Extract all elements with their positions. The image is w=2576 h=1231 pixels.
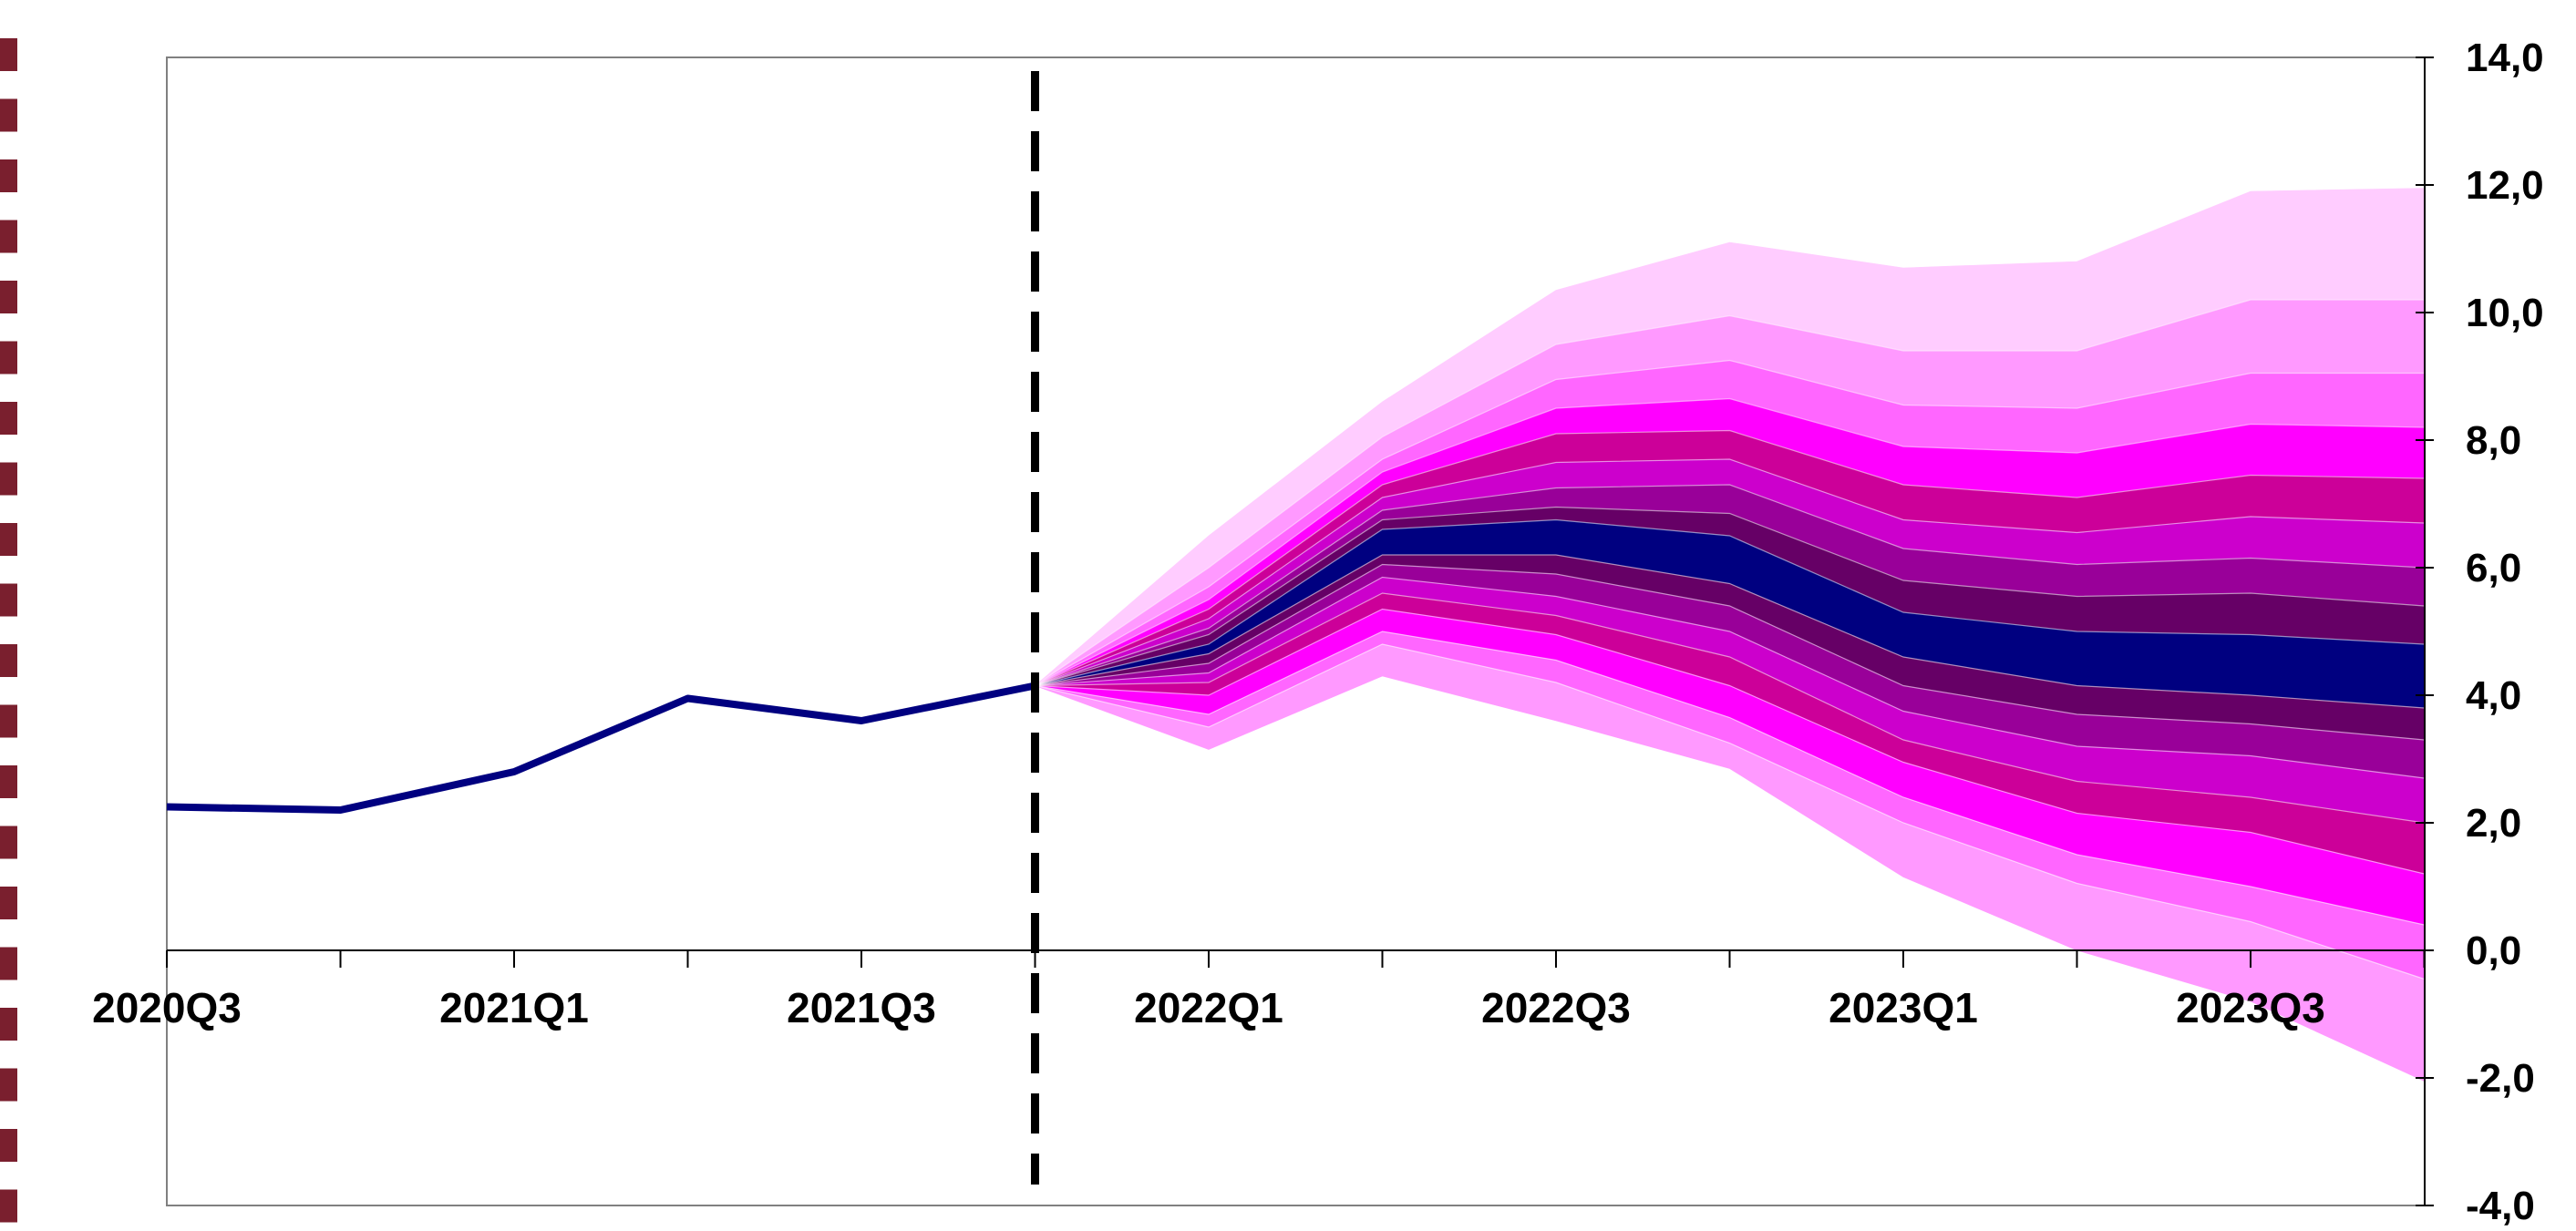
- y-tick-label: 8,0: [2466, 418, 2521, 463]
- decor-block: [0, 38, 17, 71]
- y-axis-ticks: [2416, 56, 2434, 1206]
- decor-block: [0, 341, 17, 374]
- decor-block: [0, 98, 17, 132]
- decor-block: [0, 523, 17, 556]
- x-tick-label: 2020Q3: [92, 984, 242, 1031]
- y-tick-label: -2,0: [2466, 1056, 2535, 1101]
- fan-band-separator: [1035, 484, 2425, 687]
- y-tick-label: 12,0: [2466, 163, 2544, 208]
- fan-band-separator: [1035, 359, 2425, 687]
- x-tick-label: 2022Q3: [1481, 984, 1631, 1031]
- fan-band-separator: [1035, 563, 2425, 741]
- decor-block: [0, 1189, 17, 1223]
- y-tick-label: 2,0: [2466, 801, 2521, 846]
- x-axis-tick-labels: 2020Q3 2021Q1 2021Q3 2022Q1 2022Q3 2023Q1 2023…: [92, 984, 2325, 1031]
- decor-block: [0, 1129, 17, 1162]
- fan-band-separator: [1035, 643, 2425, 980]
- decor-block: [0, 826, 17, 859]
- decor-block: [0, 765, 17, 798]
- left-decorative-strip: [0, 38, 17, 1223]
- y-tick-label: 4,0: [2466, 673, 2521, 718]
- fan-band-separator: [1035, 397, 2425, 687]
- x-tick-label: 2023Q1: [1829, 984, 1978, 1031]
- fan-band-separator: [1035, 518, 2425, 687]
- x-tick-label: 2021Q1: [439, 984, 589, 1031]
- fan-band-separator: [1035, 299, 2425, 686]
- y-tick-label: 0,0: [2466, 928, 2521, 973]
- decor-block: [0, 947, 17, 980]
- decor-block: [0, 887, 17, 919]
- fan-band-separator: [1035, 429, 2425, 687]
- decor-block: [0, 281, 17, 313]
- fan-band-separator: [1035, 506, 2425, 687]
- x-tick-label: 2023Q3: [2176, 984, 2325, 1031]
- decor-block: [0, 704, 17, 738]
- decor-block: [0, 402, 17, 435]
- y-axis-tick-labels: 14,0 12,0 10,0 8,0 6,0 4,0 2,0 0,0 -2,0 -4,0: [2466, 36, 2544, 1228]
- decor-block: [0, 1008, 17, 1041]
- decor-block: [0, 220, 17, 253]
- fan-band-separator: [1035, 554, 2425, 709]
- decor-block: [0, 583, 17, 617]
- decor-block: [0, 462, 17, 496]
- fan-band-separator: [1035, 608, 2425, 875]
- y-tick-label: -4,0: [2466, 1184, 2535, 1228]
- x-tick-label: 2022Q1: [1134, 984, 1283, 1031]
- x-axis-ticks: [166, 950, 2426, 968]
- actual-series-line: [166, 682, 1036, 814]
- fan-band-separators: [1035, 299, 2425, 980]
- fan-band-separator: [1035, 576, 2425, 779]
- decor-block: [0, 1068, 17, 1102]
- y-tick-label: 6,0: [2466, 546, 2521, 590]
- y-tick-label: 10,0: [2466, 291, 2544, 335]
- fan-band-separator: [1035, 631, 2425, 926]
- fan-band-separator: [1035, 458, 2425, 687]
- actual-series: [166, 682, 1036, 814]
- x-tick-label: 2021Q3: [787, 984, 936, 1031]
- fan-band-separator: [1035, 592, 2425, 824]
- decor-block: [0, 159, 17, 192]
- y-tick-label: 14,0: [2466, 36, 2544, 80]
- decor-block: [0, 644, 17, 677]
